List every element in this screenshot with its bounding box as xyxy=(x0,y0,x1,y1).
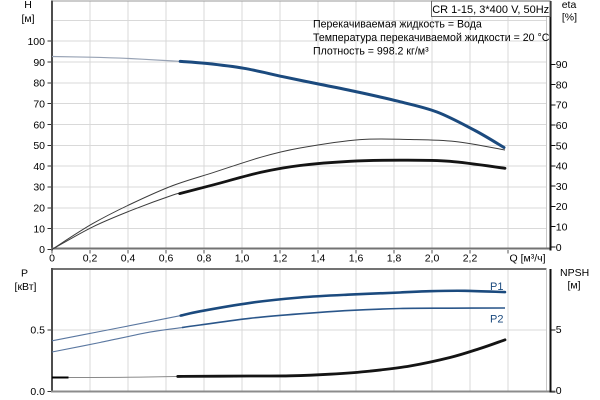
svg-text:1,2: 1,2 xyxy=(273,253,288,265)
svg-text:Температура перекачиваемой жид: Температура перекачиваемой жидкости = 20… xyxy=(313,32,550,44)
svg-text:0: 0 xyxy=(49,253,55,265)
svg-text:0,8: 0,8 xyxy=(197,253,212,265)
svg-text:0,6: 0,6 xyxy=(159,253,174,265)
svg-text:0: 0 xyxy=(39,244,45,256)
svg-text:70: 70 xyxy=(33,99,45,111)
svg-text:0,4: 0,4 xyxy=(121,253,136,265)
svg-text:0: 0 xyxy=(556,385,562,397)
svg-text:60: 60 xyxy=(556,120,568,132)
svg-text:30: 30 xyxy=(33,182,45,194)
svg-text:1,4: 1,4 xyxy=(311,253,326,265)
svg-text:H: H xyxy=(24,0,32,11)
svg-text:Перекачиваемая жидкость = Вода: Перекачиваемая жидкость = Вода xyxy=(313,18,482,30)
svg-text:0,2: 0,2 xyxy=(83,253,98,265)
svg-text:CR 1-15, 3*400 V, 50Hz: CR 1-15, 3*400 V, 50Hz xyxy=(432,4,549,16)
svg-text:[кВт]: [кВт] xyxy=(15,281,37,293)
svg-text:90: 90 xyxy=(33,57,45,69)
svg-text:10: 10 xyxy=(33,223,45,235)
svg-text:[м]: [м] xyxy=(21,13,34,25)
svg-text:20: 20 xyxy=(33,203,45,215)
svg-text:Q [м³/ч]: Q [м³/ч] xyxy=(509,253,545,265)
svg-text:80: 80 xyxy=(33,78,45,90)
svg-text:1,0: 1,0 xyxy=(235,253,250,265)
svg-text:2,0: 2,0 xyxy=(425,253,440,265)
svg-text:10: 10 xyxy=(556,222,568,234)
svg-text:P: P xyxy=(21,267,28,279)
svg-text:90: 90 xyxy=(556,59,568,71)
svg-text:5: 5 xyxy=(556,324,562,336)
svg-text:30: 30 xyxy=(556,181,568,193)
svg-text:NPSH: NPSH xyxy=(560,267,589,279)
svg-text:0: 0 xyxy=(556,242,562,254)
svg-text:2,2: 2,2 xyxy=(463,253,478,265)
svg-text:1,6: 1,6 xyxy=(349,253,364,265)
svg-text:P2: P2 xyxy=(490,314,503,326)
svg-text:[м]: [м] xyxy=(567,279,580,291)
svg-text:100: 100 xyxy=(27,36,45,48)
svg-text:P1: P1 xyxy=(490,281,503,293)
svg-text:40: 40 xyxy=(33,161,45,173)
svg-text:0.0: 0.0 xyxy=(30,386,45,398)
svg-text:20: 20 xyxy=(556,201,568,213)
svg-text:Плотность = 998.2 кг/м³: Плотность = 998.2 кг/м³ xyxy=(313,46,429,58)
svg-text:50: 50 xyxy=(556,140,568,152)
svg-text:[%]: [%] xyxy=(562,12,577,24)
svg-text:eta: eta xyxy=(562,0,577,11)
svg-text:60: 60 xyxy=(33,119,45,131)
svg-text:70: 70 xyxy=(556,100,568,112)
svg-text:1,8: 1,8 xyxy=(387,253,402,265)
svg-text:0.5: 0.5 xyxy=(30,325,45,337)
svg-text:40: 40 xyxy=(556,161,568,173)
svg-text:50: 50 xyxy=(33,140,45,152)
svg-text:80: 80 xyxy=(556,79,568,91)
